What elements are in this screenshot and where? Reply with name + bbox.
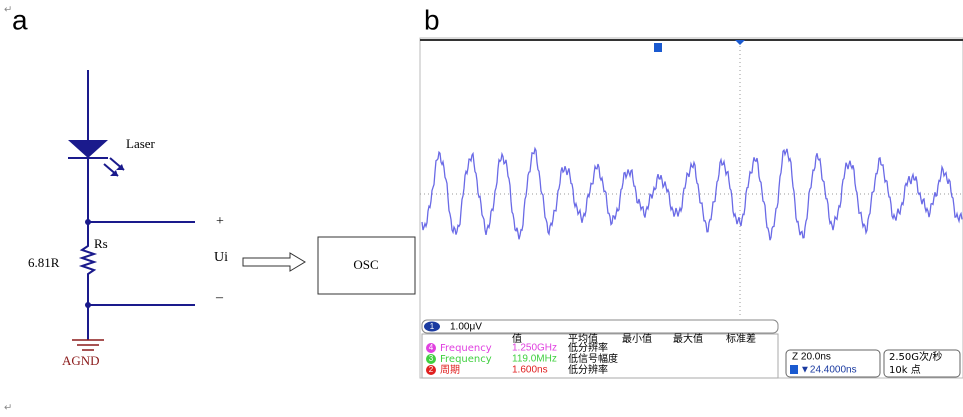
row-name: Frequency xyxy=(440,343,492,354)
minus-sign: – xyxy=(215,290,224,305)
row-channel: 4 xyxy=(429,343,434,352)
voltage-label: Ui xyxy=(214,250,228,265)
resistor-value: 6.81R xyxy=(28,255,60,270)
table-header: 最小值 xyxy=(622,332,652,345)
figure: ↵ ↵ a Laser Rs 6.81R Ui + – AGND OSC b xyxy=(0,0,963,417)
ground-label: AGND xyxy=(62,353,100,368)
resistor-name: Rs xyxy=(94,236,108,251)
scope-screen xyxy=(420,38,963,378)
row-value: 1.250GHz xyxy=(512,343,557,354)
laser-label: Laser xyxy=(126,136,156,151)
paragraph-mark: ↵ xyxy=(4,403,12,414)
row-channel: 2 xyxy=(429,365,434,374)
row-name: 周期 xyxy=(440,364,460,376)
timebase-scale: Z 20.0ns xyxy=(792,352,831,363)
plus-sign: + xyxy=(216,214,224,229)
panel-label: a xyxy=(12,4,28,35)
circuit xyxy=(68,70,415,350)
record-length: 10k 点 xyxy=(889,364,921,376)
sample-rate: 2.50G次/秒 xyxy=(889,350,942,363)
table-header: 最大值 xyxy=(673,332,703,345)
table-header: 标准差 xyxy=(726,332,756,345)
row-note: 低信号幅度 xyxy=(568,352,618,365)
row-name: Frequency xyxy=(440,354,492,365)
osc-label: OSC xyxy=(353,257,378,272)
channel-number: 1 xyxy=(430,322,435,331)
panel-label: b xyxy=(424,4,440,35)
channel-scale: 1.00μV xyxy=(450,322,482,333)
row-note: 低分辨率 xyxy=(568,363,608,376)
row-value: 119.0MHz xyxy=(512,354,557,365)
timebase-delay: ▼24.4000ns xyxy=(800,365,857,376)
row-channel: 3 xyxy=(429,354,434,363)
row-value: 1.600ns xyxy=(512,365,548,376)
row-note: 低分辨率 xyxy=(568,341,608,354)
